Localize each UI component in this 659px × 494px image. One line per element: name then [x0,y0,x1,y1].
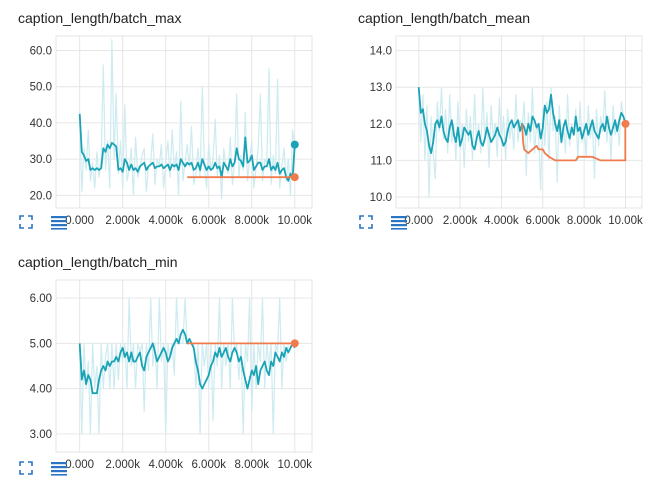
end-marker-overlay [621,119,630,128]
y-tick-label: 11.0 [370,155,392,167]
x-tick-label: 6.000k [191,215,226,227]
x-tick-label: 0.000 [65,215,94,227]
y-tick-label: 12.0 [370,119,392,131]
plot-frame [55,35,313,209]
toggle-data-icon[interactable] [390,214,407,230]
chart-card-batch-mean: caption_length/batch_mean 10.0 11.0 12.0 13… [358,10,659,250]
y-tick-label: 10.0 [370,192,392,204]
y-tick-label: 5.00 [30,338,52,350]
x-tick-label: 4.000k [148,459,183,471]
x-tick-label: 4.000k [148,215,183,227]
series-line-smoothed [417,87,627,154]
series-line-raw [79,39,296,200]
fit-domain-icon[interactable] [358,214,374,230]
chart-batch-min[interactable]: 3.00 4.00 5.00 6.00 0.000 2.000k 4.000k 6.000k 8… [18,274,318,474]
toggle-data-icon[interactable] [50,214,67,230]
chart-batch-max[interactable]: 20.0 30.0 40.0 50.0 60.0 0.000 2.000k 4.000k 6.0… [18,30,318,230]
x-tick-label: 2.000k [105,459,140,471]
chart-title: caption_length/batch_mean [358,10,531,26]
x-tick-label: 6.000k [526,215,561,227]
x-tick-label: 0.000 [65,459,94,471]
y-tick-label: 3.00 [30,429,52,441]
x-tick-label: 8.000k [234,459,269,471]
chart-card-batch-min: caption_length/batch_min 3.00 4.00 5.00 6.0… [18,254,338,494]
x-tick-label: 8.000k [234,215,269,227]
chart-title: caption_length/batch_min [18,254,178,270]
y-tick-label: 20.0 [30,190,52,202]
x-tick-label: 10.00k [608,215,643,227]
grid [55,279,313,453]
end-marker-overlay [290,339,299,348]
series-line-smoothed [78,113,296,182]
x-tick-label: 6.000k [191,459,226,471]
plot-frame [395,35,643,209]
fit-domain-icon[interactable] [18,460,34,476]
y-tick-label: 6.00 [30,293,52,305]
y-tick-label: 13.0 [370,82,392,94]
y-tick-label: 4.00 [30,384,52,396]
plot-frame [55,279,313,453]
toggle-data-icon[interactable] [50,460,67,476]
fit-domain-icon[interactable] [18,214,34,230]
x-tick-label: 4.000k [484,215,519,227]
y-tick-label: 50.0 [30,82,52,94]
series-line-overlay [521,123,627,162]
end-marker-smoothed [290,140,299,149]
y-tick-label: 30.0 [30,154,52,166]
end-marker-overlay [290,173,299,182]
x-tick-label: 0.000 [404,215,433,227]
x-tick-label: 2.000k [443,215,478,227]
chart-title: caption_length/batch_max [18,10,182,26]
chart-batch-mean[interactable]: 10.0 11.0 12.0 13.0 14.0 0.000 2.000k 4.000k 6.0… [358,30,648,230]
chart-card-batch-max: caption_length/batch_max 20.0 30.0 40.0 50.… [18,10,338,250]
y-tick-label: 14.0 [370,46,392,58]
x-tick-label: 10.00k [278,215,313,227]
x-tick-label: 8.000k [567,215,602,227]
y-tick-label: 60.0 [30,45,52,57]
x-tick-label: 2.000k [105,215,140,227]
y-tick-label: 40.0 [30,118,52,130]
x-tick-label: 10.00k [278,459,313,471]
series-line-raw [418,86,627,198]
